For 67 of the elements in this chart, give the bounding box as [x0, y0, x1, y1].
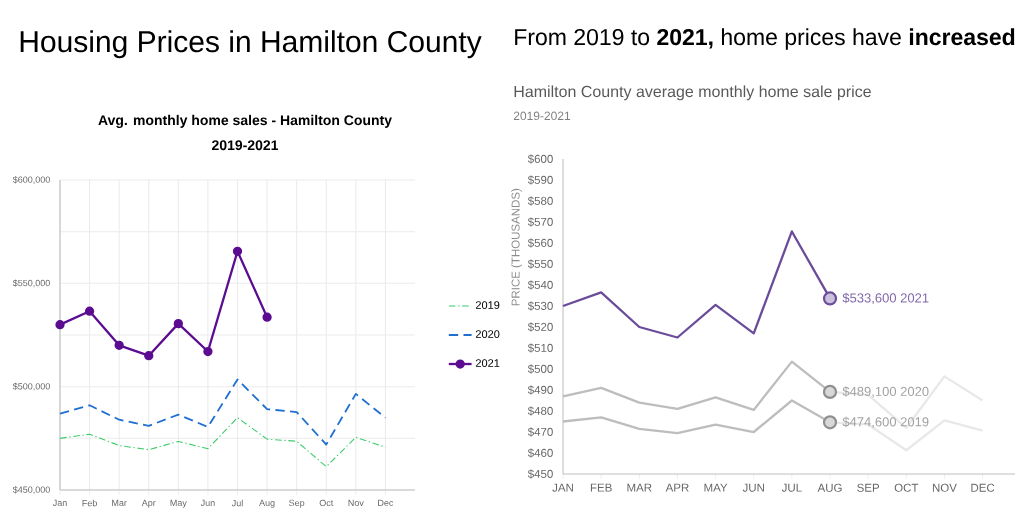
y-tick-label: $510 — [527, 343, 553, 353]
x-tick-label: Jul — [231, 499, 243, 507]
y-tick-label: $600,000 — [12, 176, 50, 184]
x-tick-label: JUN — [742, 483, 764, 492]
x-tick-label: Jan — [52, 499, 67, 506]
x-tick-label: Jun — [200, 499, 215, 506]
y-tick-label: $500,000 — [12, 382, 50, 391]
y-tick-label: $590 — [527, 175, 553, 185]
y-tick-label: $490 — [527, 385, 553, 395]
x-tick-label: Dec — [378, 499, 394, 506]
x-tick-label: FEB — [590, 483, 612, 492]
line-series — [59, 417, 386, 468]
y-tick-label: $540 — [527, 280, 553, 290]
chart-title: From 2019 to 2021, home prices have increased — [515, 28, 1015, 50]
x-tick-label: May — [170, 499, 187, 508]
x-tick-label: Sep — [289, 499, 305, 508]
point — [55, 320, 65, 330]
text: Housing Prices in Hamilton County — [20, 30, 482, 59]
legend-label: 2021 — [475, 359, 500, 367]
y-tick-label: $570 — [527, 217, 553, 227]
y-tick-label: $500 — [527, 364, 553, 374]
y-tick-label: $550 — [527, 259, 553, 269]
x-tick-label: Feb — [82, 499, 97, 507]
text: 2019-2021 — [513, 111, 571, 121]
chart-subtitle: Hamilton County average monthly home sale price — [514, 85, 871, 101]
point — [84, 306, 95, 316]
x-tick-label: Mar — [112, 499, 127, 506]
y-tick-label: $460 — [527, 448, 553, 458]
x-tick-label: Nov — [348, 499, 364, 506]
point — [173, 318, 183, 329]
x-tick-label: JAN — [552, 483, 573, 492]
annotation: $489,100 2020 — [842, 386, 929, 398]
x-tick-label: APR — [665, 483, 689, 492]
point — [232, 246, 243, 256]
y-tick-label: $530 — [527, 301, 553, 311]
legend-label: 2019 — [475, 301, 500, 309]
y-tick-label: $450 — [527, 469, 553, 479]
y-tick-label: $580 — [527, 196, 553, 206]
x-tick-label: Apr — [141, 499, 156, 508]
x-tick-label: DEC — [971, 483, 995, 492]
x-tick-label: MAY — [704, 483, 728, 492]
point — [262, 312, 272, 322]
x-tick-label: OCT — [894, 483, 919, 492]
x-tick-label: Aug — [259, 499, 275, 508]
x-tick-label: Oct — [319, 499, 334, 507]
chart-subtitle: 2019-2021 — [212, 140, 279, 151]
x-tick-label: MAR — [627, 483, 652, 492]
x-tick-label: AUG — [817, 483, 842, 492]
y-tick-label: $560 — [527, 238, 553, 248]
y-tick-label: $470 — [527, 427, 553, 437]
point — [203, 346, 213, 357]
line-series — [59, 378, 387, 446]
point — [144, 351, 154, 361]
x-tick-label: JUL — [781, 483, 802, 492]
y-tick-label: $450,000 — [12, 486, 50, 494]
chart-title: Avg. monthly home sales - Hamilton County — [98, 114, 392, 128]
y-axis-title: PRICE (THOUSANDS) — [511, 188, 522, 306]
legend-label: 2020 — [475, 330, 500, 338]
x-tick-label: SEP — [857, 483, 880, 492]
annotation: $474,600 2019 — [842, 416, 929, 428]
y-tick-label: $600 — [527, 154, 553, 164]
x-tick-label: NOV — [932, 483, 957, 492]
annotation: $533,600 2021 — [842, 292, 929, 305]
point — [114, 340, 124, 350]
y-tick-label: $480 — [527, 406, 553, 416]
y-tick-label: $520 — [527, 322, 553, 332]
y-tick-label: $550,000 — [12, 279, 50, 288]
